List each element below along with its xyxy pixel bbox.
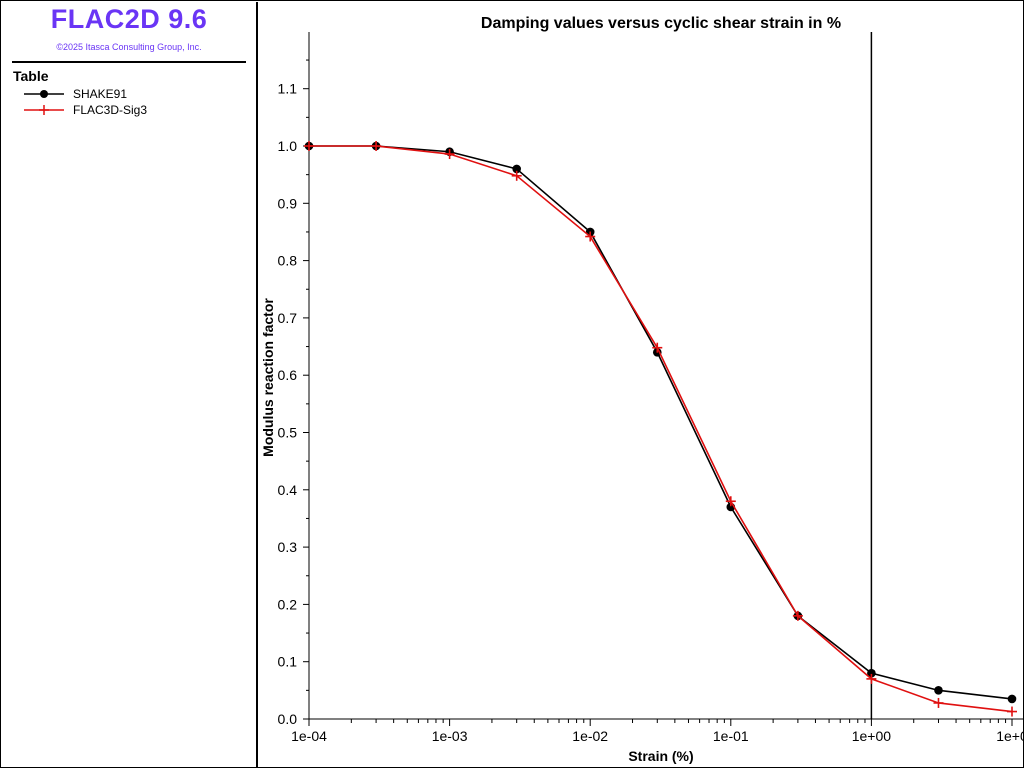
legend-title: Table	[13, 68, 49, 84]
y-tick-label: 0.7	[278, 310, 298, 326]
plot-area: Damping values versus cyclic shear strai…	[258, 2, 1023, 767]
data-point	[792, 610, 803, 621]
data-point	[371, 141, 382, 151]
data-point	[444, 149, 455, 160]
y-tick-label: 0.6	[278, 367, 298, 383]
data-point	[1007, 694, 1017, 704]
data-point	[867, 668, 876, 678]
data-point	[585, 231, 596, 242]
data-point	[934, 686, 943, 695]
y-tick-label: 0.4	[278, 482, 298, 498]
series-line-shake91	[309, 145, 1013, 700]
y-tick-label: 1.1	[278, 81, 298, 97]
chart-title: Damping values versus cyclic shear strai…	[481, 15, 841, 32]
y-axis-label: Modulus reaction factor	[260, 298, 276, 457]
modulus-reduction-chart: Damping values versus cyclic shear strai…	[260, 15, 1023, 764]
divider	[12, 61, 246, 63]
x-tick-label: 1e-01	[713, 728, 749, 744]
legend-panel: FLAC2D 9.6 ©2025 Itasca Consulting Group…	[2, 2, 258, 767]
y-tick-label: 0.2	[278, 596, 298, 612]
y-tick-label: 1.0	[278, 138, 298, 154]
data-point	[866, 673, 877, 684]
data-point	[304, 141, 314, 151]
x-tick-label: 1e+0	[996, 728, 1023, 744]
data-point	[1007, 706, 1017, 717]
data-point	[725, 496, 736, 507]
plus-marker-icon	[24, 105, 64, 115]
y-tick-label: 0.3	[278, 539, 298, 555]
y-tick-label: 0.0	[278, 711, 298, 727]
app-title: FLAC2D 9.6	[50, 4, 208, 34]
data-point	[652, 342, 663, 353]
x-tick-label: 1e+00	[852, 728, 892, 744]
series-line-flac3d-sig3	[309, 145, 1013, 713]
x-axis-label: Strain (%)	[628, 748, 693, 764]
legend-label: SHAKE91	[73, 87, 128, 101]
y-tick-label: 0.9	[278, 195, 298, 211]
data-point	[511, 170, 522, 181]
x-tick-label: 1e-02	[572, 728, 608, 744]
y-tick-label: 0.8	[278, 253, 298, 269]
legend-item-shake91[interactable]: SHAKE91	[22, 86, 242, 102]
x-tick-label: 1e-04	[291, 728, 327, 744]
y-tick-label: 0.5	[278, 425, 298, 441]
legend-label: FLAC3D-Sig3	[73, 103, 148, 117]
circle-marker-icon	[24, 90, 64, 98]
legend-item-flac3d-sig3[interactable]: FLAC3D-Sig3	[22, 102, 242, 118]
data-point	[933, 697, 944, 708]
data-point	[512, 164, 521, 174]
x-tick-label: 1e-03	[432, 728, 468, 744]
y-tick-label: 0.1	[278, 654, 298, 670]
copyright-notice: ©2025 Itasca Consulting Group, Inc.	[56, 42, 202, 52]
